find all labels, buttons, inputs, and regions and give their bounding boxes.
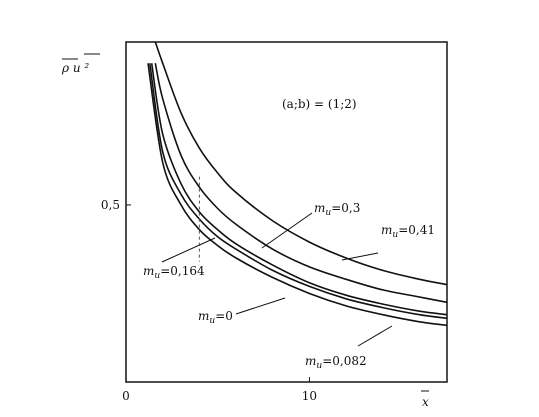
series-line-0 xyxy=(154,41,448,286)
y-axis-label: ρ u ² xyxy=(61,61,89,75)
series-line-1 xyxy=(154,63,448,304)
label-leader-0 xyxy=(261,212,313,249)
series-line-3 xyxy=(149,63,448,320)
curves xyxy=(147,41,448,327)
label-leader-1 xyxy=(341,252,379,261)
parameter-annotation: (a;b) = (1;2) xyxy=(282,97,357,111)
x-axis-label: x xyxy=(422,395,429,409)
plot-frame xyxy=(125,41,448,383)
series-labels: mu=0,3 mu=0,41 mu=0,164 mu=0 mu=0,082 xyxy=(143,201,435,371)
label-leader-3 xyxy=(235,297,286,315)
label-leader-2 xyxy=(161,237,216,263)
series-line-2 xyxy=(150,63,448,316)
series-line-4 xyxy=(147,63,448,327)
x-tick-label-0: 0 xyxy=(122,389,130,403)
ticks: 0 10 0,5 xyxy=(101,198,317,403)
series-label-0: mu=0,3 xyxy=(314,201,360,218)
series-label-3: mu=0 xyxy=(198,309,233,326)
series-label-1: mu=0,41 xyxy=(381,223,435,240)
series-label-2: mu=0,164 xyxy=(143,264,205,281)
series-label-4: mu=0,082 xyxy=(305,354,367,371)
x-tick-label-1: 10 xyxy=(302,389,317,403)
y-tick-label-0: 0,5 xyxy=(101,198,120,212)
label-leaders xyxy=(161,212,393,347)
label-leader-4 xyxy=(357,325,393,347)
